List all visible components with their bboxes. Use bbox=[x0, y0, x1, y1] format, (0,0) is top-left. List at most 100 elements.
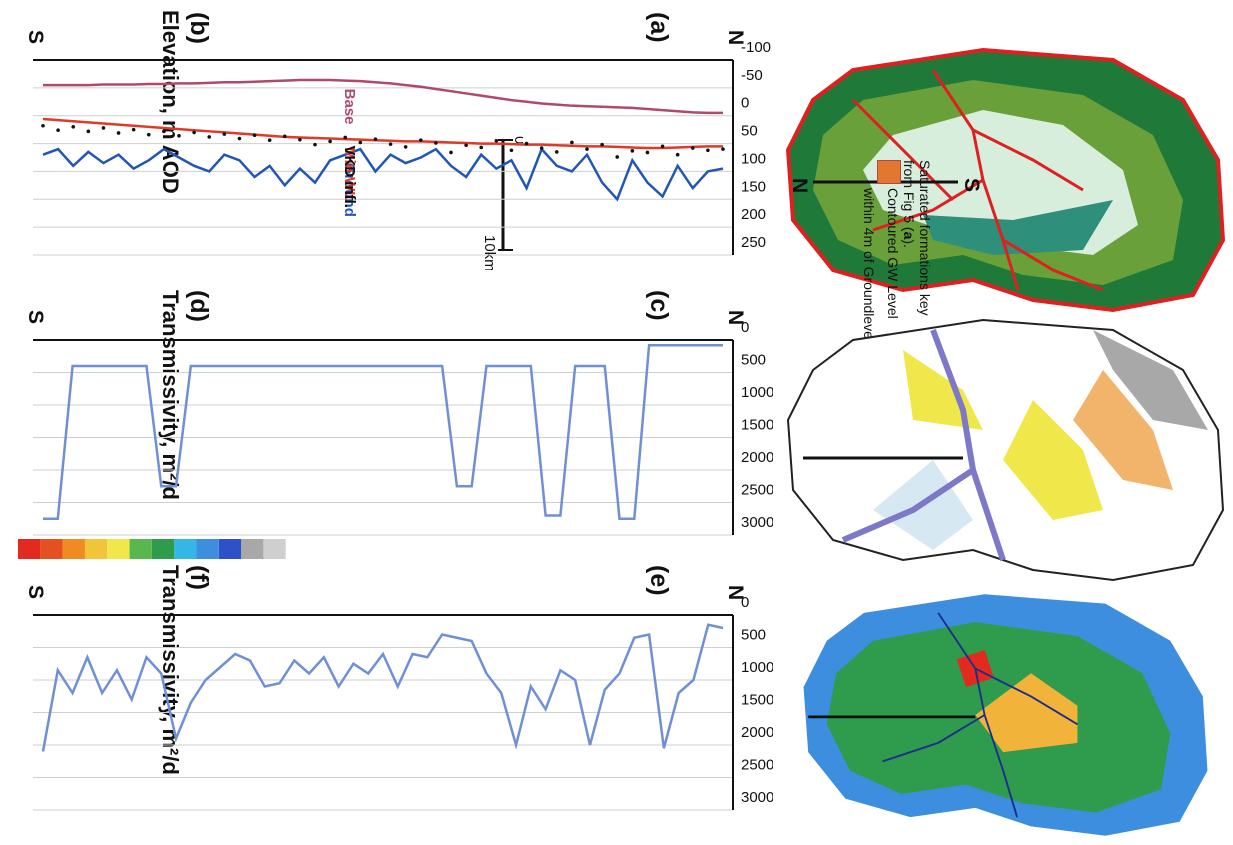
chart-d-north-label: N bbox=[724, 310, 747, 325]
key-swatch bbox=[877, 160, 901, 184]
chart-b-point bbox=[706, 148, 710, 153]
chart-b-point bbox=[298, 137, 302, 142]
chart-f-tick-label: 3000 bbox=[741, 789, 773, 806]
chart-b-point bbox=[313, 142, 317, 147]
map-e-orange bbox=[975, 673, 1078, 753]
chart-b-point bbox=[267, 138, 272, 143]
chart-b-series-line bbox=[43, 78, 723, 115]
map-a-outline-red bbox=[785, 47, 1226, 313]
chart-b-point bbox=[600, 142, 604, 147]
chart-b-point bbox=[222, 132, 227, 136]
chart-b-point bbox=[675, 152, 680, 157]
chart-b-point bbox=[252, 133, 257, 138]
chart-b-series-line bbox=[42, 146, 724, 202]
chart-b-point bbox=[403, 145, 408, 149]
chart-b-tick-label: 200 bbox=[741, 206, 766, 223]
colorbar-segment bbox=[151, 539, 175, 559]
chart-d-series-line bbox=[43, 343, 723, 520]
map-c-channels bbox=[841, 328, 1006, 561]
chart-b-series-label: VKD infl. bbox=[341, 145, 358, 208]
chart-b-south-label: S bbox=[24, 30, 47, 44]
chart-f-tick-label: 500 bbox=[741, 627, 766, 644]
scale-end: 10km bbox=[483, 235, 498, 270]
chart-b-point bbox=[71, 125, 76, 129]
chart-b-point bbox=[615, 155, 620, 159]
colorbar-segment bbox=[17, 539, 41, 559]
chart-b-tick-label: 100 bbox=[741, 150, 766, 167]
map-e bbox=[803, 594, 1208, 836]
colorbar-segment bbox=[84, 539, 108, 559]
colorbar-segment bbox=[285, 539, 308, 559]
chart-f-tick-label: 1000 bbox=[741, 659, 773, 676]
chart-b-series-label: Base bbox=[341, 89, 358, 125]
chart-b-point bbox=[86, 129, 91, 134]
chart-b-point bbox=[131, 127, 136, 132]
chart-b-point bbox=[660, 144, 665, 149]
chart-b-point bbox=[162, 129, 166, 134]
chart-b-point bbox=[479, 145, 484, 150]
chart-b-point bbox=[237, 136, 242, 141]
map-c-grey bbox=[1093, 330, 1208, 430]
scale-bar: 0 10km bbox=[483, 136, 523, 270]
section-labels-a: N S bbox=[788, 178, 983, 193]
chart-f-north-label: N bbox=[724, 585, 747, 600]
chart-b-point bbox=[146, 132, 151, 137]
chart-b-point bbox=[41, 123, 45, 128]
chart-b-point bbox=[207, 135, 212, 139]
chart-b-point bbox=[373, 137, 378, 141]
map-a-teal bbox=[923, 200, 1113, 255]
chart-b-tick-label: 250 bbox=[741, 234, 766, 251]
chart-b-point bbox=[56, 128, 60, 132]
chart-b-north-label: N bbox=[724, 30, 747, 45]
chart-d-tick-label: 1000 bbox=[741, 384, 773, 401]
chart-b-point bbox=[358, 140, 363, 145]
chart-d-tick-label: 2000 bbox=[741, 449, 773, 466]
scale-start: 0 bbox=[511, 136, 523, 144]
chart-f-series-line bbox=[41, 623, 724, 752]
chart-f-tick-label: 2000 bbox=[741, 724, 773, 741]
chart-b-point bbox=[539, 146, 544, 150]
chart-b-point bbox=[690, 146, 695, 150]
chart-b-point bbox=[721, 147, 725, 151]
chart-b-series-line bbox=[42, 117, 723, 150]
chart-b-tick-label: 50 bbox=[741, 123, 758, 140]
chart-b-tick-label: -100 bbox=[741, 39, 771, 56]
chart-b-tick-label: 0 bbox=[741, 95, 749, 112]
chart-d: 0 500 1000 1500 2000 2500 3000 N S bbox=[24, 310, 773, 536]
chart-b-point bbox=[449, 150, 453, 155]
colorbar-segment bbox=[241, 539, 264, 559]
chart-d-tick-label: 0 bbox=[741, 319, 749, 336]
chart-b-tick-label: -50 bbox=[741, 67, 763, 84]
chart-b-point bbox=[630, 149, 635, 153]
colorbar-segment bbox=[107, 539, 130, 559]
chart-d-south-label: S bbox=[24, 310, 47, 324]
chart-b-point bbox=[343, 135, 348, 140]
chart-b-point bbox=[524, 141, 529, 146]
chart-f-tick-label: 1500 bbox=[741, 692, 773, 709]
chart-b-point bbox=[645, 150, 650, 155]
colorbar-segment bbox=[62, 539, 85, 559]
chart-b-point bbox=[101, 126, 106, 130]
chart-d-tick-label: 2500 bbox=[741, 482, 773, 499]
map-c-orange bbox=[1073, 370, 1173, 490]
colorbar-segment bbox=[263, 539, 286, 559]
chart-b-point bbox=[464, 143, 468, 148]
chart-b-point bbox=[282, 134, 287, 139]
chart-b-point bbox=[554, 150, 559, 154]
chart-f-tick-label: 2500 bbox=[741, 757, 773, 774]
colorbar-segment bbox=[129, 539, 152, 559]
chart-b-series-label: Ground bbox=[341, 163, 358, 217]
map-a-north-label: N bbox=[788, 178, 811, 193]
chart-b-tick-label: 150 bbox=[741, 178, 766, 195]
chart-f-tick-label: 0 bbox=[741, 594, 749, 611]
colorbar-segment bbox=[40, 539, 63, 559]
map-a-south-label: S bbox=[960, 178, 983, 192]
chart-d-tick-label: 500 bbox=[741, 352, 766, 369]
chart-b-series-label: Min WL bbox=[341, 147, 358, 200]
map-e-rivers bbox=[882, 612, 1078, 818]
chart-d-tick-label: 3000 bbox=[741, 514, 773, 531]
colorbar-segment bbox=[218, 539, 242, 559]
chart-b-point bbox=[434, 141, 438, 145]
